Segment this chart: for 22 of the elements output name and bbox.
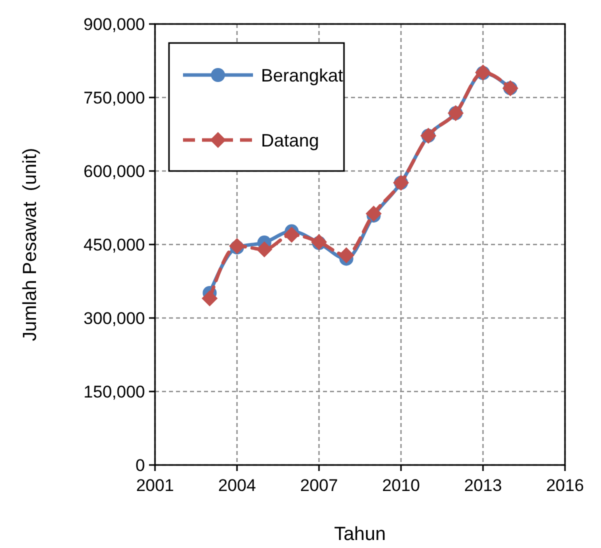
x-tick-label: 2004 xyxy=(218,476,256,495)
y-tick-label: 750,000 xyxy=(84,88,145,108)
y-tick-label: 450,000 xyxy=(84,235,145,254)
y-axis-title: Jumlah Pesawat (unit) xyxy=(20,148,41,342)
x-tick-label: 2013 xyxy=(464,476,502,495)
legend-label: Berangkat xyxy=(261,65,344,86)
x-axis-title: Tahun xyxy=(334,524,386,545)
x-tick-label: 2001 xyxy=(136,476,174,495)
point xyxy=(256,241,272,258)
point xyxy=(338,247,354,264)
y-tick-label: 300,000 xyxy=(84,308,145,328)
point xyxy=(284,226,300,243)
y-tick-label: 150,000 xyxy=(84,382,145,402)
point xyxy=(202,290,218,306)
x-tick-label: 2016 xyxy=(546,476,584,495)
point xyxy=(366,206,382,222)
y-tick-label: 600,000 xyxy=(84,162,145,181)
y-tick-label: 0 xyxy=(136,456,145,475)
y-tick-label: 900,000 xyxy=(84,14,145,34)
x-tick-label: 2007 xyxy=(300,476,338,495)
x-tick-label: 2010 xyxy=(382,476,420,495)
legend-label: Datang xyxy=(261,130,320,150)
